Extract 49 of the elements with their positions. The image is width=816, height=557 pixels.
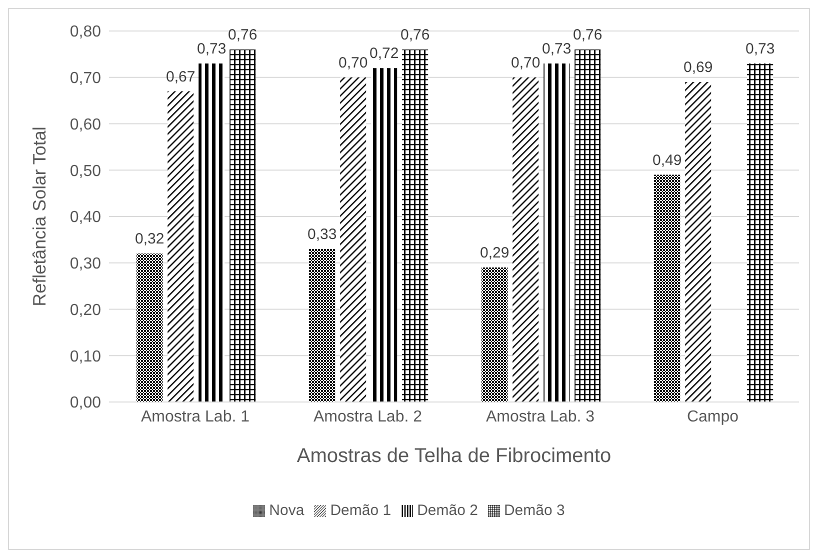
bar — [685, 82, 712, 402]
bar — [136, 254, 163, 402]
y-axis-title: Refletância Solar Total — [29, 126, 50, 306]
data-label: 0,73 — [746, 40, 775, 58]
y-tick-label: 0,40 — [70, 209, 102, 226]
bar — [371, 68, 398, 402]
x-axis-title: Amostras de Telha de Fibrocimento — [296, 445, 612, 467]
legend-label: Demão 3 — [504, 502, 565, 519]
bar — [482, 268, 508, 402]
data-label: 0,73 — [197, 40, 226, 58]
y-tick-label: 0,80 — [70, 24, 102, 41]
bar — [512, 77, 539, 402]
bar — [230, 50, 256, 402]
data-label: 0,32 — [135, 230, 164, 248]
x-tick-label: Amostra Lab. 3 — [486, 408, 595, 426]
bar — [574, 50, 601, 402]
bar — [747, 63, 774, 402]
bar — [168, 91, 194, 402]
data-label: 0,70 — [511, 54, 540, 72]
bar — [402, 50, 428, 402]
y-tick-label: 0,60 — [70, 116, 102, 134]
data-label: 0,72 — [370, 45, 399, 62]
y-tick-label: 0,30 — [70, 256, 102, 273]
data-label: 0,76 — [400, 26, 430, 44]
data-label: 0,67 — [166, 68, 196, 86]
legend-label: Demão 2 — [417, 502, 478, 519]
data-label: 0,49 — [652, 152, 682, 169]
y-tick-label: 0,00 — [70, 394, 102, 412]
data-label: 0,33 — [308, 226, 337, 243]
bar — [198, 63, 225, 402]
data-label: 0,76 — [228, 26, 258, 44]
bar — [340, 77, 366, 402]
x-tick-label: Amostra Lab. 2 — [314, 408, 422, 426]
y-tick-label: 0,20 — [70, 302, 102, 319]
data-label: 0,73 — [542, 40, 572, 58]
y-tick-label: 0,10 — [70, 348, 102, 366]
legend-label: Nova — [269, 502, 304, 519]
y-tick-label: 0,70 — [70, 70, 102, 88]
bar — [309, 248, 336, 402]
data-label: 0,76 — [573, 26, 602, 44]
data-label: 0,29 — [480, 244, 510, 262]
x-tick-label: Amostra Lab. 1 — [141, 408, 250, 426]
data-label: 0,69 — [684, 59, 713, 76]
data-label: 0,70 — [338, 54, 368, 72]
legend-label: Demão 1 — [330, 502, 392, 519]
x-tick-label: Campo — [686, 408, 739, 426]
y-tick-label: 0,50 — [70, 162, 102, 180]
bar — [654, 174, 680, 402]
bar — [544, 63, 570, 402]
